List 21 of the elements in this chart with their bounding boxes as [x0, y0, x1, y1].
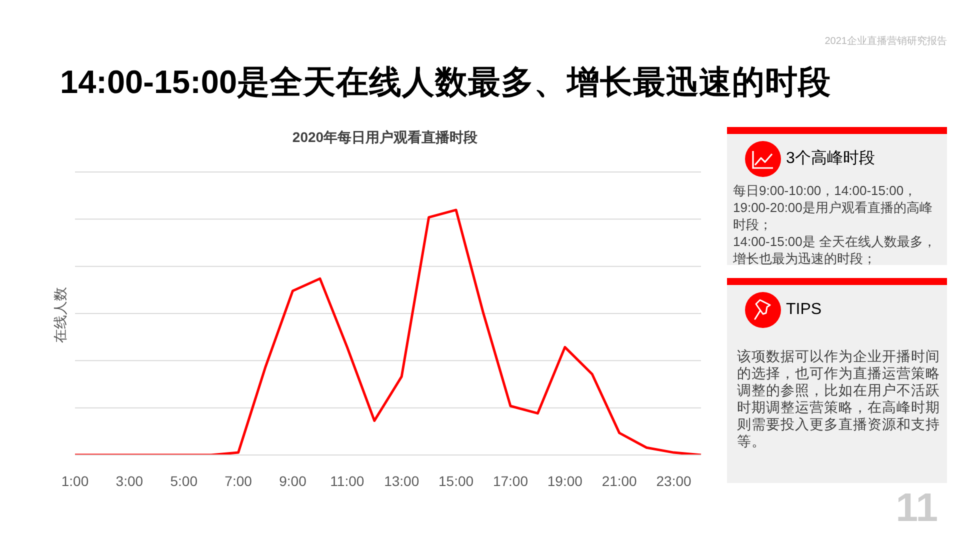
x-tick-label: 9:00 [279, 472, 307, 489]
x-tick-label: 19:00 [547, 472, 583, 489]
y-axis-title: 在线人数 [52, 287, 68, 343]
x-tick-label: 13:00 [384, 472, 420, 489]
x-tick-label: 3:00 [116, 472, 144, 489]
text: 2021企业直播营销研究报告 [824, 36, 947, 47]
x-tick-label: 15:00 [438, 472, 474, 489]
x-tick-label: 1:00 [61, 472, 89, 489]
chart-title: 14:00-15:00是全天在线人数最多、增长最迅速的时段 [60, 64, 832, 100]
text: 14:00-15:00是 全天在线人数最多，增长也最为迅速的时段； [733, 234, 936, 266]
x-tick-label: 17:00 [492, 472, 528, 489]
text: 每日9:00-10:00，14:00-15:00，19:00-20:00是用户观看直播的高峰时段； [733, 183, 932, 232]
text: 3个高峰时段 [786, 150, 875, 167]
chart-subtitle: 2020年每日用户观看直播时段 [292, 129, 478, 145]
x-tick-label: 23:00 [656, 472, 692, 489]
x-tick-label: 21:00 [602, 472, 638, 489]
x-tick-label: 7:00 [224, 472, 252, 489]
text: TIPS [786, 301, 822, 318]
x-tick-label: 5:00 [170, 472, 198, 489]
x-tick-label: 11:00 [330, 472, 364, 489]
text: 该项数据可以作为企业开播时间的选择，也可作为直播运营策略调整的参照，比如在用户不活跃时期调整运营策略，在高峰时期则需要投入更多直播资源和支持等。 [737, 348, 940, 449]
